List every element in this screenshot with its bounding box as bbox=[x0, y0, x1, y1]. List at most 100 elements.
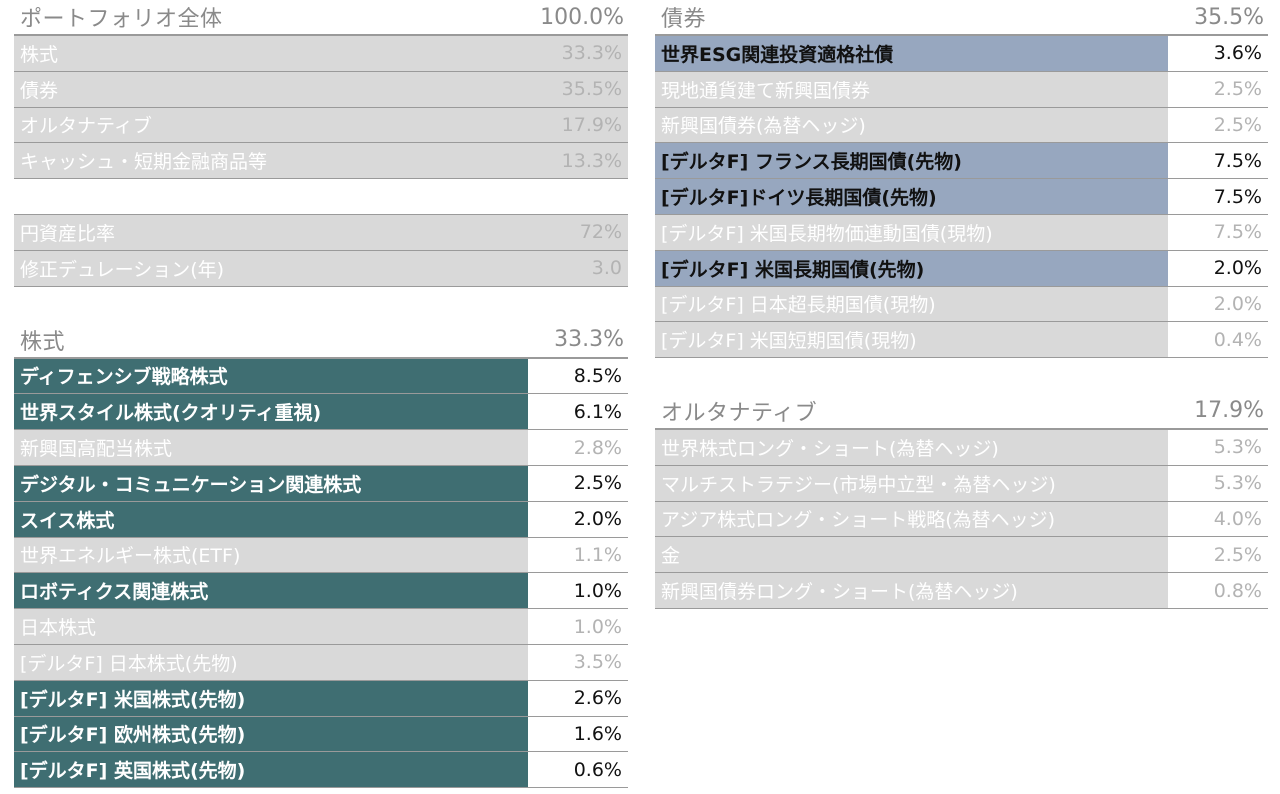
row-label: アジア株式ロング・ショート戦略(為替ヘッジ) bbox=[655, 501, 1168, 537]
row-value: 2.5% bbox=[1168, 107, 1268, 143]
row-label: [デルタF] フランス長期国債(先物) bbox=[655, 143, 1168, 179]
equity-total: 33.3% bbox=[554, 327, 624, 353]
row-label: 円資産比率 bbox=[14, 214, 528, 250]
row-label: [デルタF] 米国株式(先物) bbox=[14, 680, 528, 716]
table-row: キャッシュ・短期金融商品等 13.3% bbox=[14, 143, 628, 180]
table-row: ロボティクス関連株式 1.0% bbox=[14, 573, 628, 610]
table-row: 新興国債券(為替ヘッジ) 2.5% bbox=[655, 107, 1268, 144]
equity-rows: ディフェンシブ戦略株式 8.5% 世界スタイル株式(クオリティ重視) 6.1% 新興国高… bbox=[14, 358, 628, 789]
alternatives-title: オルタナティブ bbox=[661, 400, 818, 426]
row-label: デジタル・コミュニケーション関連株式 bbox=[14, 465, 528, 501]
row-value: 2.5% bbox=[528, 465, 628, 501]
row-label: [デルタF] 日本超長期国債(現物) bbox=[655, 286, 1168, 322]
table-row: [デルタF] 日本超長期国債(現物) 2.0% bbox=[655, 286, 1268, 323]
portfolio-header: ポートフォリオ全体 100.0% bbox=[14, 0, 628, 36]
row-label: 世界株式ロング・ショート(為替ヘッジ) bbox=[655, 429, 1168, 465]
bonds-total: 35.5% bbox=[1194, 4, 1264, 30]
row-value: 13.3% bbox=[528, 143, 628, 179]
table-row: 金 2.5% bbox=[655, 537, 1268, 574]
row-value: 33.3% bbox=[528, 36, 628, 71]
portfolio-title: ポートフォリオ全体 bbox=[20, 7, 223, 32]
row-value: 2.5% bbox=[1168, 537, 1268, 573]
row-value: 72% bbox=[528, 214, 628, 250]
portfolio-total: 100.0% bbox=[540, 4, 624, 30]
row-value: 4.0% bbox=[1168, 501, 1268, 537]
row-label: [デルタF] 米国短期国債(現物) bbox=[655, 322, 1168, 358]
table-row: 世界エネルギー株式(ETF) 1.1% bbox=[14, 537, 628, 574]
row-label: オルタナティブ bbox=[14, 107, 528, 143]
row-value: 2.8% bbox=[528, 430, 628, 465]
table-row: 円資産比率 72% bbox=[14, 214, 628, 251]
table-row: 世界スタイル株式(クオリティ重視) 6.1% bbox=[14, 394, 628, 431]
table-row: [デルタF] 英国株式(先物) 0.6% bbox=[14, 752, 628, 789]
table-row: 新興国高配当株式 2.8% bbox=[14, 430, 628, 466]
right-column: 債券 35.5% 世界ESG関連投資適格社債 3.6% 現地通貨建て新興国債券 2.5… bbox=[655, 0, 1268, 609]
row-label: [デルタF] 米国長期物価連動国債(現物) bbox=[655, 214, 1168, 250]
row-label: 金 bbox=[655, 537, 1168, 573]
table-row: 新興国債券ロング・ショート(為替ヘッジ) 0.8% bbox=[655, 573, 1268, 609]
row-label: 株式 bbox=[14, 36, 528, 71]
table-row: デジタル・コミュニケーション関連株式 2.5% bbox=[14, 465, 628, 502]
row-value: 7.5% bbox=[1168, 143, 1268, 179]
table-row: 世界株式ロング・ショート(為替ヘッジ) 5.3% bbox=[655, 429, 1268, 466]
alternatives-section: オルタナティブ 17.9% 世界株式ロング・ショート(為替ヘッジ) 5.3% マルチ… bbox=[655, 394, 1268, 609]
row-label: 修正デュレーション(年) bbox=[14, 250, 528, 286]
row-value: 1.6% bbox=[528, 716, 628, 752]
row-value: 5.3% bbox=[1168, 465, 1268, 501]
row-label: [デルタF] 米国長期国債(先物) bbox=[655, 250, 1168, 286]
row-value: 7.5% bbox=[1168, 214, 1268, 250]
row-label: 日本株式 bbox=[14, 609, 528, 644]
bonds-rows: 世界ESG関連投資適格社債 3.6% 現地通貨建て新興国債券 2.5% 新興国債券(為替… bbox=[655, 36, 1268, 359]
row-value: 0.6% bbox=[528, 752, 628, 788]
row-value: 35.5% bbox=[528, 71, 628, 107]
table-row: ディフェンシブ戦略株式 8.5% bbox=[14, 358, 628, 395]
row-label: 債券 bbox=[14, 71, 528, 107]
table-row: マルチストラテジー(市場中立型・為替ヘッジ) 5.3% bbox=[655, 465, 1268, 502]
row-value: 3.0 bbox=[528, 250, 628, 286]
equity-header: 株式 33.3% bbox=[14, 323, 628, 359]
row-value: 6.1% bbox=[528, 394, 628, 430]
row-label: ロボティクス関連株式 bbox=[14, 573, 528, 609]
row-label: [デルタF] 日本株式(先物) bbox=[14, 644, 528, 680]
row-value: 5.3% bbox=[1168, 429, 1268, 465]
bonds-section: 債券 35.5% 世界ESG関連投資適格社債 3.6% 現地通貨建て新興国債券 2.5… bbox=[655, 0, 1268, 359]
table-row: [デルタF] 日本株式(先物) 3.5% bbox=[14, 644, 628, 681]
row-label: キャッシュ・短期金融商品等 bbox=[14, 143, 528, 179]
row-label: 新興国債券(為替ヘッジ) bbox=[655, 107, 1168, 143]
divider bbox=[14, 179, 628, 215]
row-value: 0.8% bbox=[1168, 573, 1268, 608]
row-label: [デルタF] 欧州株式(先物) bbox=[14, 716, 528, 752]
row-label: 新興国高配当株式 bbox=[14, 430, 528, 465]
table-row: 修正デュレーション(年) 3.0 bbox=[14, 250, 628, 287]
table-row: 債券 35.5% bbox=[14, 71, 628, 108]
row-label: 世界ESG関連投資適格社債 bbox=[655, 36, 1168, 71]
row-value: 2.0% bbox=[1168, 286, 1268, 322]
row-value: 8.5% bbox=[528, 358, 628, 394]
table-row: 現地通貨建て新興国債券 2.5% bbox=[655, 71, 1268, 108]
table-row: [デルタF] 欧州株式(先物) 1.6% bbox=[14, 716, 628, 753]
table-row: [デルタF] 米国長期物価連動国債(現物) 7.5% bbox=[655, 214, 1268, 251]
row-label: マルチストラテジー(市場中立型・為替ヘッジ) bbox=[655, 465, 1168, 501]
row-label: 世界エネルギー株式(ETF) bbox=[14, 537, 528, 573]
table-row: 日本株式 1.0% bbox=[14, 609, 628, 645]
alternatives-rows: 世界株式ロング・ショート(為替ヘッジ) 5.3% マルチストラテジー(市場中立型・為… bbox=[655, 429, 1268, 609]
left-column: ポートフォリオ全体 100.0% 株式 33.3% 債券 35.5% オルタナテ… bbox=[14, 0, 628, 789]
row-label: ディフェンシブ戦略株式 bbox=[14, 358, 528, 394]
alternatives-total: 17.9% bbox=[1194, 398, 1264, 424]
table-row: スイス株式 2.0% bbox=[14, 501, 628, 538]
row-value: 2.0% bbox=[528, 501, 628, 537]
row-value: 2.0% bbox=[1168, 250, 1268, 286]
row-label: 新興国債券ロング・ショート(為替ヘッジ) bbox=[655, 573, 1168, 608]
row-value: 17.9% bbox=[528, 107, 628, 143]
bonds-header: 債券 35.5% bbox=[655, 0, 1268, 36]
row-value: 3.6% bbox=[1168, 36, 1268, 71]
row-label: スイス株式 bbox=[14, 501, 528, 537]
row-value: 0.4% bbox=[1168, 322, 1268, 358]
equity-section: 株式 33.3% ディフェンシブ戦略株式 8.5% 世界スタイル株式(クオリティ重視… bbox=[14, 323, 628, 789]
table-row: [デルタF] 米国短期国債(現物) 0.4% bbox=[655, 322, 1268, 359]
row-value: 1.0% bbox=[528, 609, 628, 644]
table-row: アジア株式ロング・ショート戦略(為替ヘッジ) 4.0% bbox=[655, 501, 1268, 538]
row-label: [デルタF]ドイツ長期国債(先物) bbox=[655, 179, 1168, 214]
row-value: 2.6% bbox=[528, 680, 628, 716]
portfolio-section: ポートフォリオ全体 100.0% 株式 33.3% 債券 35.5% オルタナテ… bbox=[14, 0, 628, 287]
